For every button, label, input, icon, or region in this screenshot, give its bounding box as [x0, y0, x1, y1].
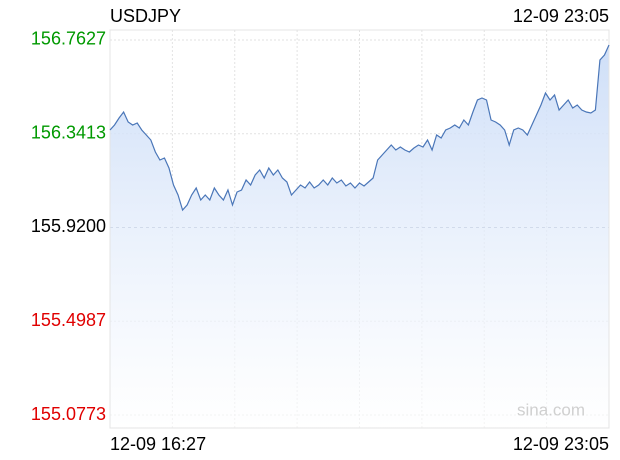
chart-title: USDJPY	[110, 6, 181, 26]
price-line	[109, 44, 610, 212]
area	[110, 45, 609, 428]
y-tick-label: 155.0773	[31, 404, 106, 424]
y-tick-label: 156.3413	[31, 123, 106, 143]
y-tick-label: 155.9200	[31, 216, 106, 236]
plot-frame	[109, 29, 610, 429]
x-tick-label: 12-09 16:27	[110, 434, 206, 454]
y-tick-label: 155.4987	[31, 310, 106, 330]
y-tick-label: 156.7627	[31, 29, 106, 49]
x-tick-label: 12-09 23:05	[513, 434, 609, 454]
watermark: sina.com	[517, 400, 585, 419]
time-label: 12-09 23:05	[513, 6, 609, 26]
